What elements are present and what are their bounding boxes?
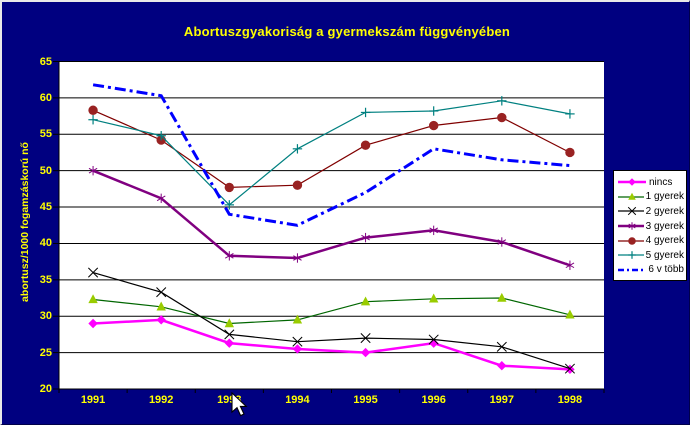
marker-circle-icon xyxy=(628,236,636,245)
marker-x-icon xyxy=(627,207,637,216)
legend-item[interactable]: nincs xyxy=(617,175,684,190)
marker-asterisk-icon xyxy=(361,234,370,241)
marker-diamond-icon xyxy=(497,361,507,371)
y-axis-tick-label: 20 xyxy=(39,383,52,395)
marker-triangle-icon xyxy=(628,192,636,200)
series-line-3 gyerek xyxy=(92,169,571,267)
marker-triangle-icon xyxy=(497,292,507,302)
y-axis-tick-label: 40 xyxy=(39,237,52,250)
series-line-1 gyerek xyxy=(93,297,571,325)
legend-item[interactable]: 1 gyerek xyxy=(617,190,684,205)
marker-triangle-icon xyxy=(428,293,439,303)
y-axis-tick-label: 50 xyxy=(39,164,52,177)
x-axis-tick-label: 1996 xyxy=(421,394,446,406)
marker-circle-icon xyxy=(224,182,235,193)
marker-circle-icon xyxy=(292,180,303,190)
y-axis-tick-label: 35 xyxy=(39,273,52,286)
marker-diamond-icon xyxy=(224,338,235,348)
marker-asterisk-icon xyxy=(565,262,575,269)
marker-diamond-icon xyxy=(565,364,575,375)
legend-item[interactable]: 3 gyerek xyxy=(617,219,684,234)
series-line-2 gyerek xyxy=(92,272,571,370)
marker-x-icon xyxy=(564,363,575,374)
marker-x-icon xyxy=(360,333,371,344)
marker-circle-icon xyxy=(88,105,98,115)
marker-asterisk-icon xyxy=(88,167,98,174)
y-axis-tick-label: 55 xyxy=(39,128,52,141)
marker-asterisk-icon xyxy=(224,253,234,259)
x-axis-tick-label: 1992 xyxy=(148,394,174,406)
marker-diamond-icon xyxy=(292,344,303,354)
y-axis-tick-label: 30 xyxy=(39,310,52,323)
legend-item[interactable]: 4 gyerek xyxy=(617,233,684,248)
mouse-cursor-icon xyxy=(231,392,248,417)
legend-label: 5 gyerek xyxy=(645,249,684,261)
marker-diamond-icon xyxy=(360,347,371,358)
marker-asterisk-icon xyxy=(429,227,439,234)
x-axis-tick-label: 1995 xyxy=(353,394,378,406)
legend-label: 1 gyerek xyxy=(645,191,684,203)
marker-x-icon xyxy=(428,334,439,345)
marker-circle-icon xyxy=(360,140,371,150)
series-line-6 v több xyxy=(92,83,571,227)
marker-x-icon xyxy=(224,329,235,340)
marker-x-icon xyxy=(88,267,99,278)
series-line-5 gyerek xyxy=(92,100,571,206)
marker-circle-icon xyxy=(428,120,439,131)
legend-swatch xyxy=(618,192,644,200)
legend-label: 4 gyerek xyxy=(645,235,684,247)
marker-triangle-icon xyxy=(292,314,303,324)
chart-title: Abortuszgyakoriság a gyermekszám függvén… xyxy=(183,24,511,39)
legend-swatch xyxy=(618,207,644,216)
marker-triangle-icon xyxy=(156,301,166,311)
y-axis-tick-label: 65 xyxy=(39,55,52,68)
marker-asterisk-icon xyxy=(293,255,302,261)
legend-label: 2 gyerek xyxy=(645,205,684,217)
legend-item[interactable]: 2 gyerek xyxy=(617,204,684,219)
y-axis-tick-label: 60 xyxy=(39,91,52,104)
y-axis-tick-label: 45 xyxy=(39,201,52,214)
legend-label: nincs xyxy=(649,176,673,188)
legend-swatch xyxy=(618,251,644,260)
legend-swatch xyxy=(618,222,644,230)
legend-label: 6 v több xyxy=(648,264,684,276)
x-axis-tick-label: 1991 xyxy=(80,394,106,406)
marker-diamond-icon xyxy=(628,178,636,187)
marker-circle-icon xyxy=(497,112,507,123)
marker-triangle-icon xyxy=(565,309,575,319)
x-axis-tick-label: 1997 xyxy=(489,394,515,406)
marker-diamond-icon xyxy=(156,315,166,325)
marker-asterisk-icon xyxy=(497,239,507,245)
marker-asterisk-icon xyxy=(156,195,166,202)
legend-label: 3 gyerek xyxy=(645,220,684,232)
marker-triangle-icon xyxy=(360,296,371,306)
series-line-nincs xyxy=(93,318,570,371)
x-axis-tick-label: 1994 xyxy=(285,394,310,406)
marker-circle-icon xyxy=(565,147,575,158)
plot-area[interactable] xyxy=(59,61,604,390)
marker-triangle-icon xyxy=(88,294,98,304)
y-axis-tick-label: 25 xyxy=(39,346,52,359)
marker-triangle-icon xyxy=(224,318,235,328)
marker-x-icon xyxy=(292,336,303,347)
marker-diamond-icon xyxy=(88,318,98,329)
legend-swatch xyxy=(618,236,644,245)
marker-diamond-icon xyxy=(428,338,439,348)
legend-item[interactable]: 5 gyerek xyxy=(617,248,684,263)
marker-asterisk-icon xyxy=(628,223,636,229)
x-axis-tick-label: 1998 xyxy=(557,394,583,406)
legend-swatch xyxy=(618,178,646,187)
marker-x-icon xyxy=(496,341,507,352)
legend-item[interactable]: 6 v több xyxy=(617,263,684,278)
legend[interactable]: nincs 1 gyerek 2 gyerek 3 gyerek 4 gyerek 5 g… xyxy=(613,170,687,282)
marker-x-icon xyxy=(156,287,167,298)
legend-swatch xyxy=(618,268,646,272)
